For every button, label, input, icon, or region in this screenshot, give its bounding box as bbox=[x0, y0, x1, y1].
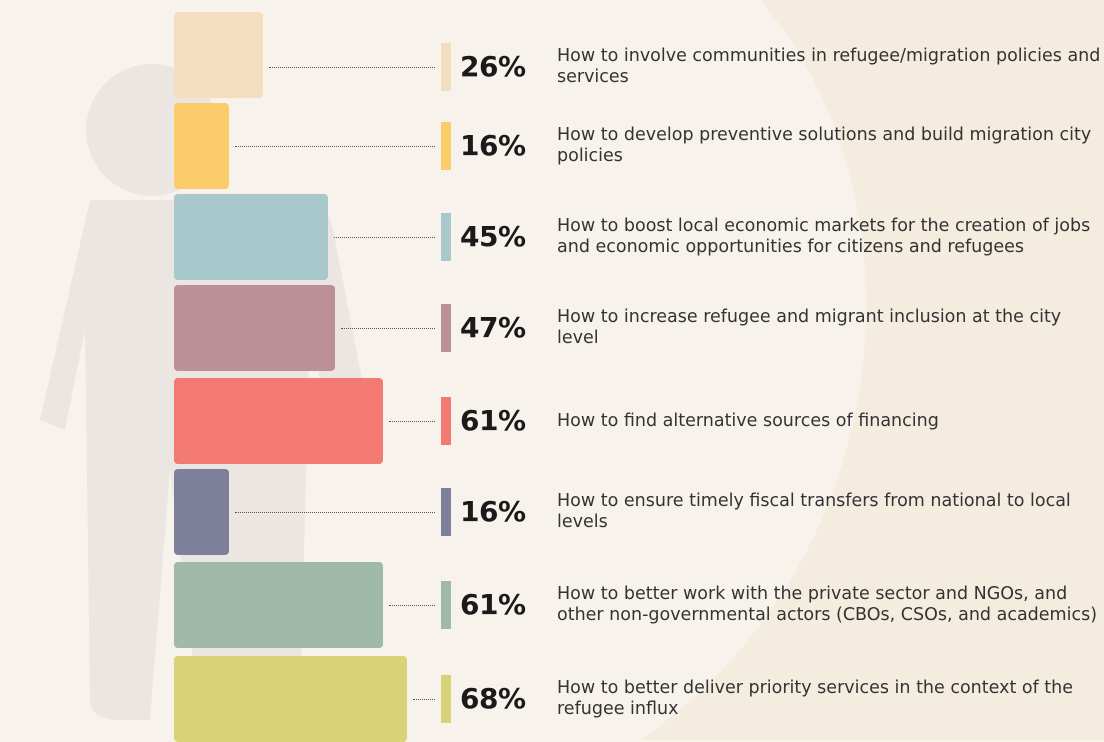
value-label: 16% bbox=[460, 129, 526, 162]
color-strip bbox=[441, 675, 451, 723]
bar bbox=[174, 103, 229, 189]
value-label: 47% bbox=[460, 311, 526, 344]
category-label: How to develop preventive solutions and … bbox=[557, 125, 1092, 166]
bar bbox=[174, 194, 329, 280]
color-strip bbox=[441, 213, 451, 261]
color-strip bbox=[441, 397, 451, 445]
background-arc bbox=[640, 0, 1104, 740]
leader-line bbox=[234, 512, 435, 513]
leader-line bbox=[269, 67, 435, 68]
bar bbox=[174, 469, 229, 555]
value-label: 16% bbox=[460, 495, 526, 528]
bar bbox=[174, 656, 407, 742]
bar bbox=[174, 12, 264, 98]
category-label: How to find alternative sources of finan… bbox=[557, 410, 939, 431]
leader-line bbox=[389, 421, 435, 422]
category-label: How to better work with the private sect… bbox=[557, 584, 1098, 625]
leader-line bbox=[334, 237, 435, 238]
value-label: 26% bbox=[460, 50, 526, 83]
value-label: 45% bbox=[460, 220, 526, 253]
value-label: 68% bbox=[460, 682, 526, 715]
color-strip bbox=[441, 581, 451, 629]
category-label: How to better deliver priority services … bbox=[557, 678, 1074, 719]
color-strip bbox=[441, 43, 451, 91]
bar bbox=[174, 562, 383, 648]
color-strip bbox=[441, 304, 451, 352]
bar bbox=[174, 378, 383, 464]
leader-line bbox=[413, 699, 435, 700]
category-label: How to boost local economic markets for … bbox=[557, 216, 1091, 257]
bar bbox=[174, 285, 336, 371]
color-strip bbox=[441, 122, 451, 170]
category-label: How to increase refugee and migrant incl… bbox=[557, 307, 1062, 348]
leader-line bbox=[389, 605, 435, 606]
value-label: 61% bbox=[460, 404, 526, 437]
leader-line bbox=[234, 146, 435, 147]
value-label: 61% bbox=[460, 588, 526, 621]
color-strip bbox=[441, 488, 451, 536]
leader-line bbox=[341, 328, 435, 329]
category-label: How to ensure timely fiscal transfers fr… bbox=[557, 491, 1071, 532]
category-label: How to involve communities in refugee/mi… bbox=[557, 46, 1101, 87]
